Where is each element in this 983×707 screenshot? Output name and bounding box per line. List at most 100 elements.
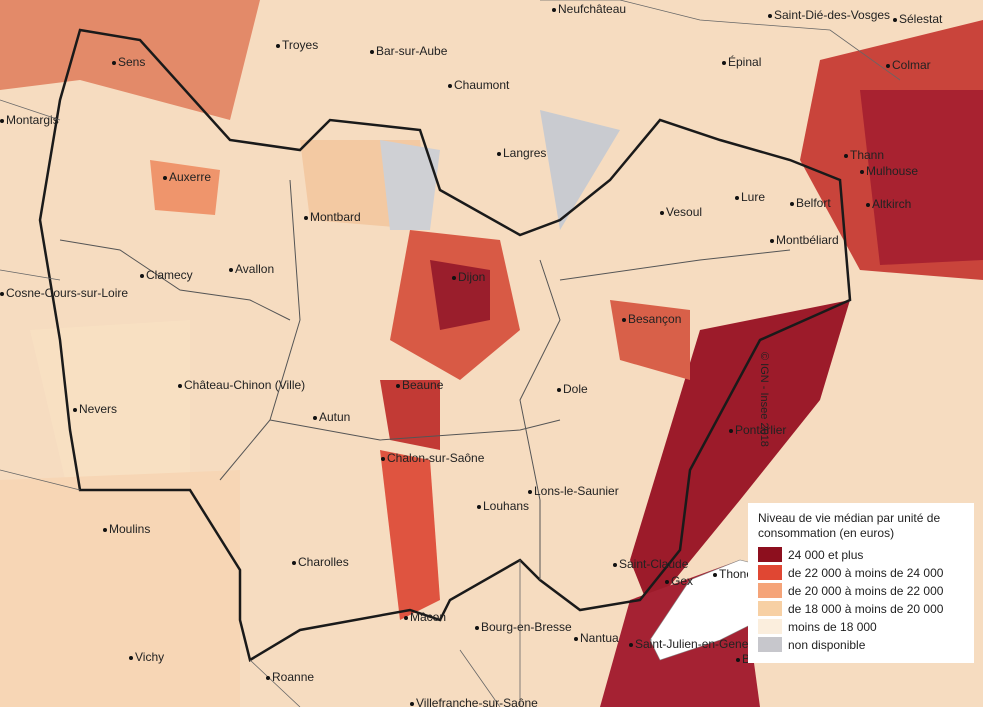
city-name: Dole — [563, 382, 588, 396]
city-name: Épinal — [728, 55, 762, 69]
city-name: Gex — [671, 574, 694, 588]
city-label: Thann — [844, 148, 884, 162]
legend-item: de 20 000 à moins de 22 000 — [758, 583, 964, 598]
city-label: Saint-Dié-des-Vosges — [768, 8, 890, 22]
city-dot-icon — [557, 387, 561, 392]
city-label: Chalon-sur-Saône — [381, 451, 484, 465]
city-dot-icon — [304, 215, 308, 220]
city-name: Montbard — [310, 210, 361, 224]
city-name: Auxerre — [169, 170, 212, 184]
city-name: Troyes — [282, 38, 319, 52]
city-dot-icon — [163, 175, 167, 180]
income-zone — [0, 470, 240, 707]
legend-item: de 18 000 à moins de 20 000 — [758, 601, 964, 616]
city-name: Charolles — [298, 555, 349, 569]
legend-label: 24 000 et plus — [788, 547, 864, 562]
city-label: Vesoul — [660, 205, 702, 219]
city-label: Vichy — [129, 650, 164, 664]
city-label: Louhans — [477, 499, 529, 513]
legend-item: de 22 000 à moins de 24 000 — [758, 565, 964, 580]
city-dot-icon — [866, 202, 870, 207]
city-label: Altkirch — [866, 197, 911, 211]
city-label: Colmar — [886, 58, 931, 72]
income-zone — [630, 300, 850, 610]
city-label: Troyes — [276, 38, 318, 52]
legend-label: de 18 000 à moins de 20 000 — [788, 601, 944, 616]
city-dot-icon — [713, 572, 717, 577]
city-label: Moulins — [103, 522, 150, 536]
legend-items: 24 000 et plus de 22 000 à moins de 24 00… — [758, 547, 964, 652]
legend-label: moins de 18 000 — [788, 619, 877, 634]
city-dot-icon — [477, 504, 481, 509]
department-boundary — [59, 239, 291, 321]
city-name: Langres — [503, 146, 547, 160]
city-name: Roanne — [272, 670, 315, 684]
city-dot-icon — [448, 83, 452, 88]
income-zone — [430, 260, 490, 330]
city-dot-icon — [860, 169, 864, 174]
city-name: Clamecy — [146, 268, 193, 282]
income-zone — [30, 320, 190, 500]
city-dot-icon — [381, 456, 385, 461]
city-dot-icon — [886, 63, 890, 68]
city-name: Belfort — [796, 196, 831, 210]
city-label: Dijon — [452, 270, 485, 284]
city-dot-icon — [73, 407, 77, 412]
city-name: Saint-Julien-en-Genevois — [635, 637, 770, 651]
legend: Niveau de vie médian par unité de consom… — [748, 503, 974, 663]
city-name: Bar-sur-Aube — [376, 44, 448, 58]
department-boundary — [540, 0, 901, 81]
city-name: Mâcon — [410, 610, 447, 624]
legend-swatch — [758, 619, 782, 634]
city-dot-icon — [660, 210, 664, 215]
city-name: Sens — [118, 55, 146, 69]
city-name: Villefranche-sur-Saône — [416, 696, 538, 707]
city-name: Lure — [741, 190, 766, 204]
city-name: Mulhouse — [866, 164, 919, 178]
city-name: Nevers — [79, 402, 118, 416]
city-dot-icon — [574, 636, 578, 641]
city-dot-icon — [736, 657, 740, 662]
city-dot-icon — [396, 383, 400, 388]
city-dot-icon — [475, 625, 479, 630]
city-dot-icon — [893, 17, 897, 22]
city-label: Dole — [557, 382, 588, 396]
city-dot-icon — [266, 675, 270, 680]
city-label: Besançon — [622, 312, 681, 326]
city-label: Avallon — [229, 262, 274, 276]
income-zone — [380, 380, 440, 450]
city-name: Vichy — [135, 650, 165, 664]
city-dot-icon — [768, 13, 772, 18]
city-label: Beaune — [396, 378, 443, 392]
income-zone — [0, 0, 260, 120]
legend-label: de 20 000 à moins de 22 000 — [788, 583, 944, 598]
city-dot-icon — [292, 560, 296, 565]
legend-label: non disponible — [788, 637, 866, 652]
city-name: Bourg-en-Bresse — [481, 620, 572, 634]
city-label: Gex — [665, 574, 693, 588]
city-name: Moulins — [109, 522, 151, 536]
income-zone — [150, 160, 220, 215]
city-dot-icon — [0, 118, 4, 123]
city-name: Nantua — [580, 631, 619, 645]
department-boundary — [0, 99, 521, 707]
city-label: Bourg-en-Bresse — [475, 620, 572, 634]
region-boundary — [38, 28, 852, 662]
city-dot-icon — [665, 579, 669, 584]
city-name: Avallon — [235, 262, 275, 276]
city-label: Bar-sur-Aube — [370, 44, 447, 58]
city-dot-icon — [0, 291, 4, 296]
city-label: Mulhouse — [860, 164, 918, 178]
legend-title: Niveau de vie médian par unité de consom… — [758, 511, 941, 540]
city-name: Dijon — [458, 270, 486, 284]
city-label: Épinal — [722, 55, 761, 69]
legend-swatch — [758, 565, 782, 580]
city-dot-icon — [528, 489, 532, 494]
city-name: Thann — [850, 148, 885, 162]
city-dot-icon — [140, 273, 144, 278]
city-label: Saint-Julien-en-Genevois — [629, 637, 770, 651]
city-label: Montbéliard — [770, 233, 839, 247]
city-dot-icon — [178, 383, 182, 388]
city-name: Beaune — [402, 378, 444, 392]
